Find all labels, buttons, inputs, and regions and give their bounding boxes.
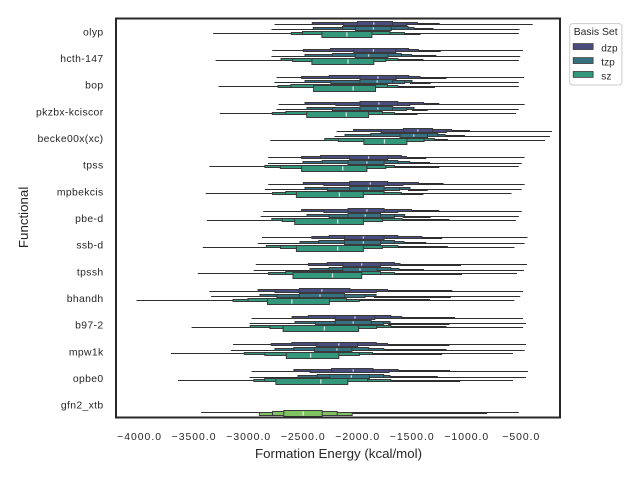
svg-text:becke00x(xc): becke00x(xc)	[38, 134, 104, 145]
svg-text:tpss: tpss	[83, 161, 103, 172]
svg-text:mpw1k: mpw1k	[69, 347, 104, 358]
svg-text:−2000.0: −2000.0	[335, 432, 380, 443]
svg-text:bop: bop	[85, 81, 103, 92]
svg-text:−4000.0: −4000.0	[117, 432, 162, 443]
svg-text:Formation Energy (kcal/mol): Formation Energy (kcal/mol)	[255, 446, 422, 461]
svg-text:−3000.0: −3000.0	[226, 432, 271, 443]
svg-text:Basis Set: Basis Set	[574, 27, 618, 38]
svg-text:Functional: Functional	[16, 187, 31, 248]
svg-text:−1500.0: −1500.0	[390, 432, 435, 443]
svg-text:−2500.0: −2500.0	[281, 432, 326, 443]
svg-text:pkzbx-kciscor: pkzbx-kciscor	[36, 107, 104, 118]
svg-text:hcth-147: hcth-147	[60, 54, 103, 65]
svg-text:sz: sz	[601, 72, 611, 83]
svg-text:b97-2: b97-2	[75, 321, 103, 332]
svg-text:ssb-d: ssb-d	[76, 241, 103, 252]
svg-text:−500.0: −500.0	[502, 432, 540, 443]
svg-text:bhandh: bhandh	[67, 294, 104, 305]
svg-text:pbe-d: pbe-d	[75, 214, 103, 225]
svg-text:opbe0: opbe0	[73, 374, 104, 385]
svg-text:−1000.0: −1000.0	[444, 432, 489, 443]
svg-text:dzp: dzp	[601, 44, 618, 55]
svg-text:tzp: tzp	[601, 58, 615, 69]
svg-text:−3500.0: −3500.0	[172, 432, 217, 443]
svg-text:olyp: olyp	[83, 27, 103, 38]
svg-text:tpssh: tpssh	[77, 267, 104, 278]
svg-text:mpbekcis: mpbekcis	[57, 187, 104, 198]
svg-text:gfn2_xtb: gfn2_xtb	[61, 401, 104, 412]
